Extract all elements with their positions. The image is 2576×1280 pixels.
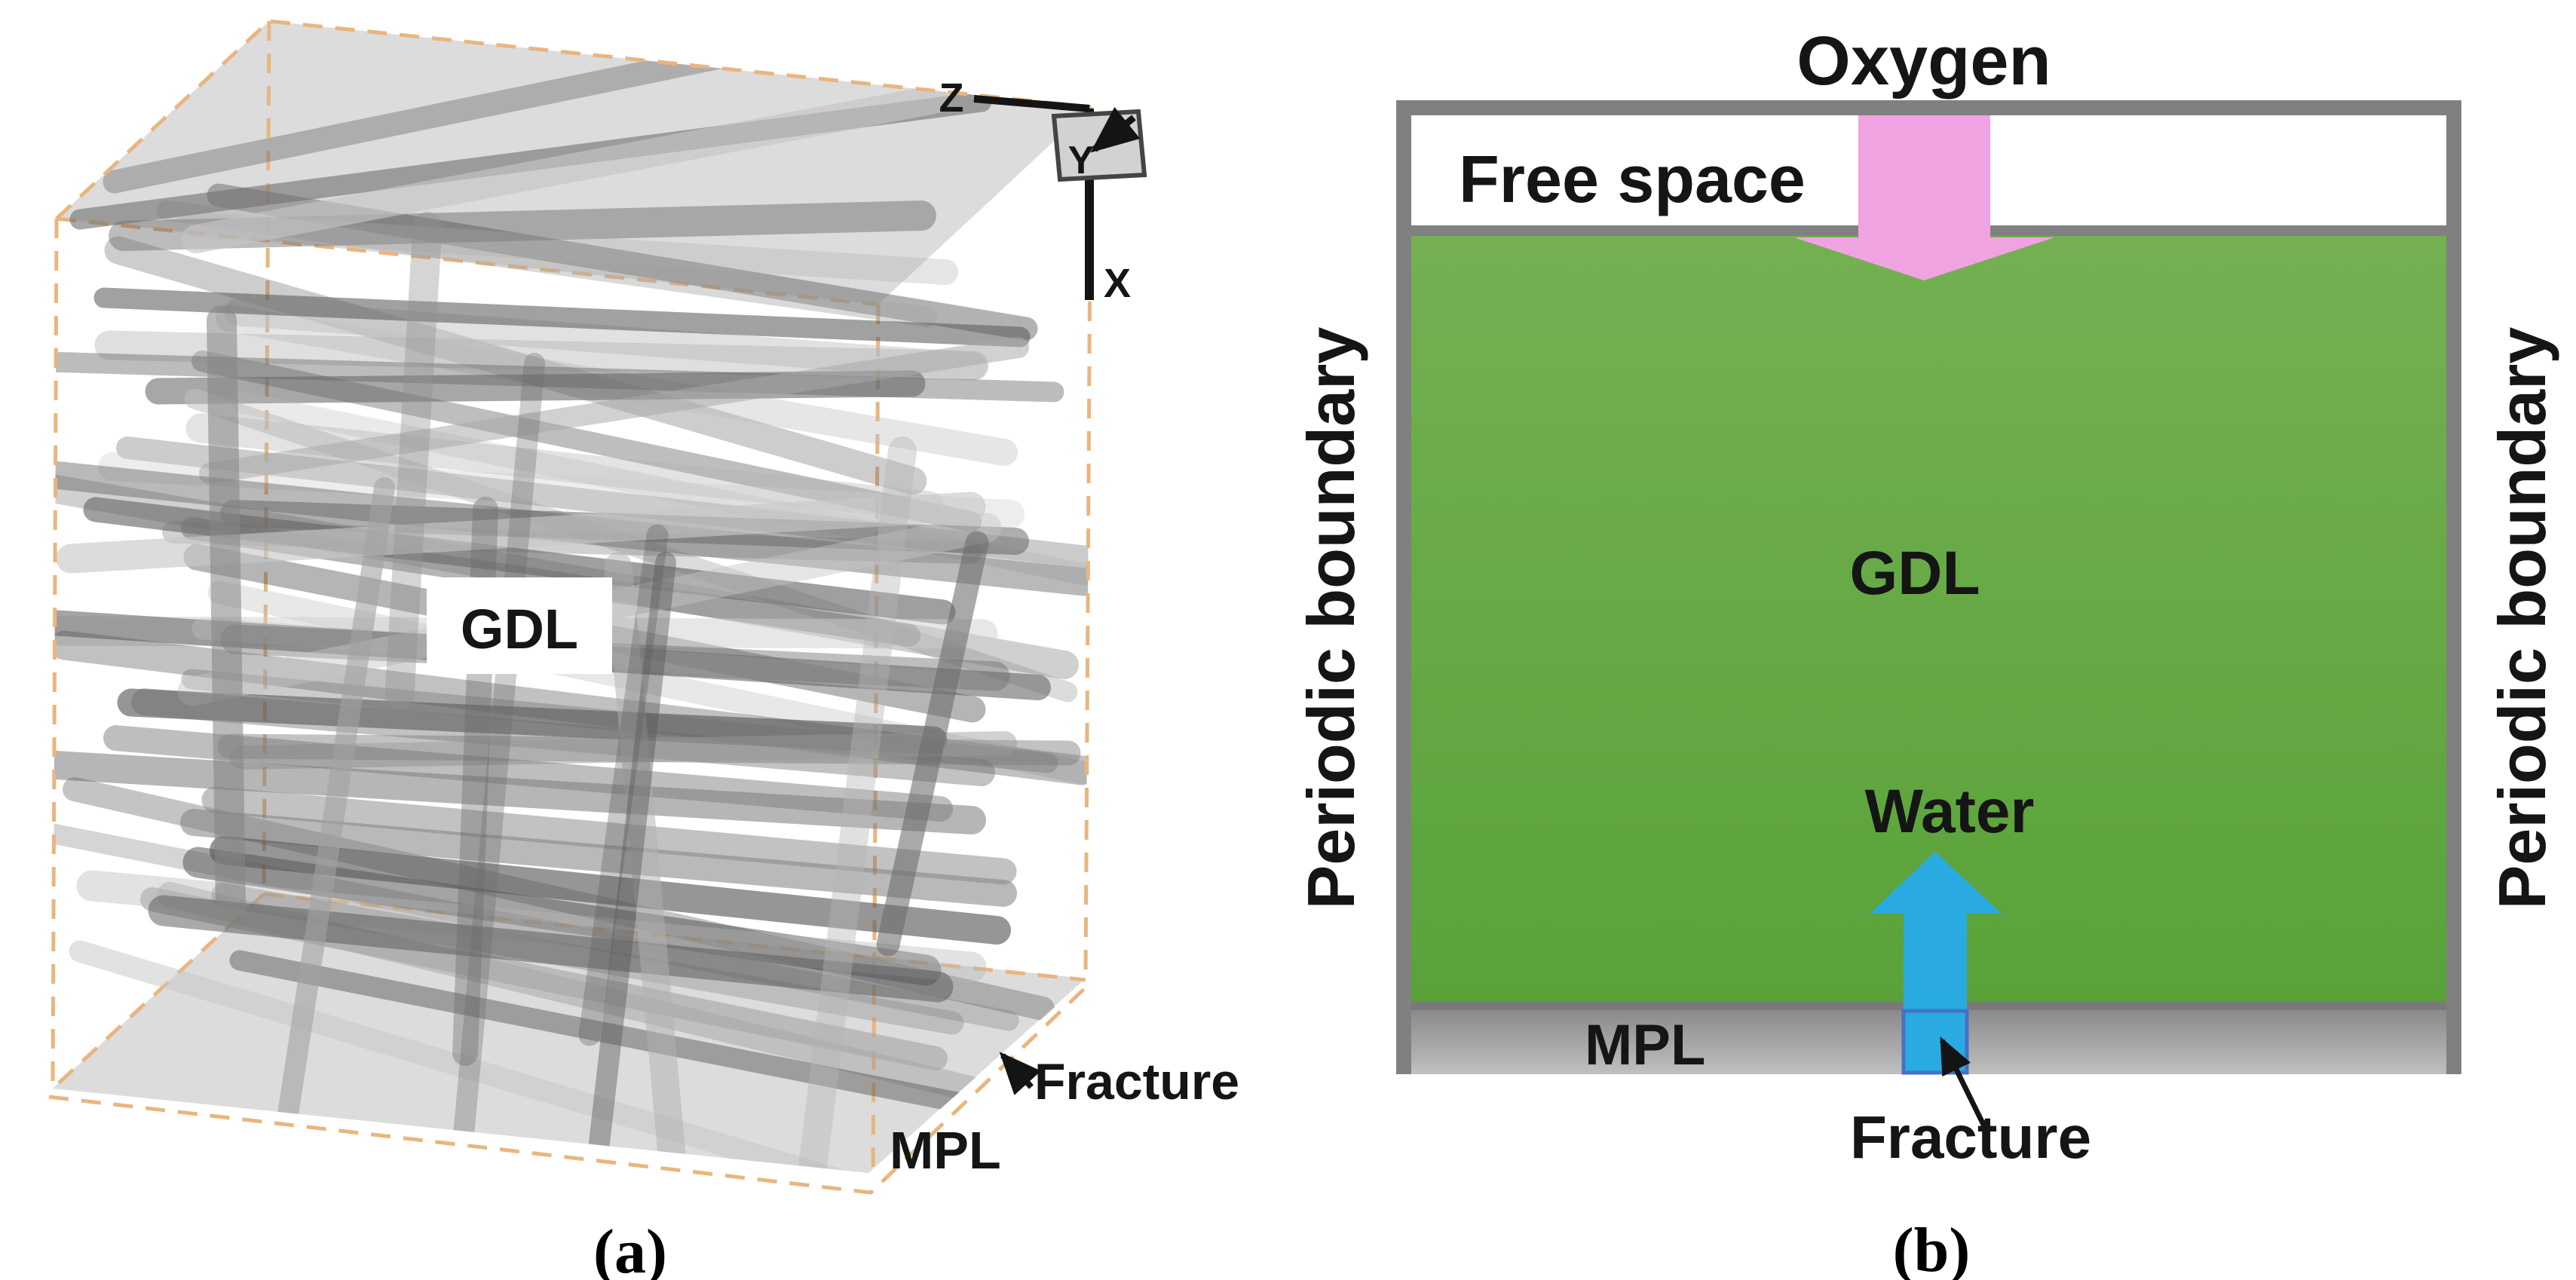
panel-a-fracture-label: Fracture <box>1034 1053 1239 1110</box>
gdl-fiber <box>876 531 989 957</box>
gdl-fiber <box>207 305 246 920</box>
panel-b-gdl-label: GDL <box>1849 539 1980 608</box>
panel-b-mpl-label: MPL <box>1585 1013 1705 1077</box>
water-arrow-icon <box>1870 852 2002 1010</box>
oxygen-arrow-icon <box>1794 113 2054 280</box>
bounding-box-front-dashed-edges <box>48 19 1093 1195</box>
gdl-fiber <box>185 413 944 521</box>
axis-y-label: Y <box>1068 139 1095 182</box>
gdl-fiber <box>53 751 986 834</box>
panel-a: Z Y X GDL Fracture MPL (a) <box>48 19 1239 1280</box>
panel-a-gdl-label: GDL <box>461 598 578 660</box>
gdl-fiber <box>176 212 958 285</box>
panel-a-caption: (a) <box>593 1217 667 1280</box>
axis-y-arrow-icon <box>1090 106 1141 153</box>
panel-b-free-space-label: Free space <box>1459 142 1806 216</box>
panel-a-gdl-label-box <box>427 577 612 674</box>
gdl-fiber <box>604 552 695 1173</box>
panel-b-oxygen-label: Oxygen <box>1796 23 2051 100</box>
gdl-fiber <box>210 836 1011 945</box>
gdl-fiber <box>589 552 676 1153</box>
panel-b-left-boundary <box>1396 100 1411 1074</box>
gdl-fiber <box>104 236 927 495</box>
gdl-fiber <box>201 786 1017 885</box>
panel-b-fracture-opening <box>1901 1009 1969 1075</box>
gdl-fiber <box>781 436 917 1173</box>
axis-x-label: X <box>1104 261 1131 306</box>
gdl-fiber <box>131 688 995 786</box>
panel-b-right-boundary <box>2446 100 2461 1074</box>
gdl-fiber <box>578 524 669 1046</box>
gdl-fiber <box>229 950 975 1114</box>
gdl-fiber <box>93 287 1031 348</box>
gdl-fiber <box>117 688 948 755</box>
panel-b-periodic-boundary-right-label: Periodic boundary <box>2485 327 2559 910</box>
panel-a-fracture-pointer-arrow-icon <box>999 1052 1042 1095</box>
gdl-fiber <box>182 85 948 253</box>
gdl-fiber <box>94 330 989 381</box>
axis-z-line <box>973 95 1090 112</box>
panel-b-caption: (b) <box>1893 1215 1971 1280</box>
panel-b-fracture-label: Fracture <box>1850 1104 2091 1171</box>
panel-b-water-label: Water <box>1865 777 2035 846</box>
panel-b-periodic-boundary-left-label: Periodic boundary <box>1294 327 1368 910</box>
gdl-fiber <box>447 353 545 1173</box>
gdl-fiber <box>384 211 443 710</box>
panel-b-top-boundary <box>1396 100 2461 115</box>
gdl-fiber <box>224 298 988 381</box>
panel-a-mpl-label: MPL <box>890 1121 1001 1180</box>
gdl-fiber <box>199 337 1029 484</box>
axis-z-label: Z <box>939 75 964 121</box>
gdl-fiber <box>148 895 954 1003</box>
gdl-fiber <box>262 477 395 1173</box>
gdl-fiber <box>69 940 988 1173</box>
gdl-fiber-bundle <box>53 21 1091 1173</box>
axis-triad-icon: Z Y X <box>939 75 1147 306</box>
panel-b-fracture-pointer-arrow-icon <box>1939 1036 1987 1128</box>
panel-b: Oxygen Free space GDL Water MPL Fracture… <box>1294 23 2559 1280</box>
